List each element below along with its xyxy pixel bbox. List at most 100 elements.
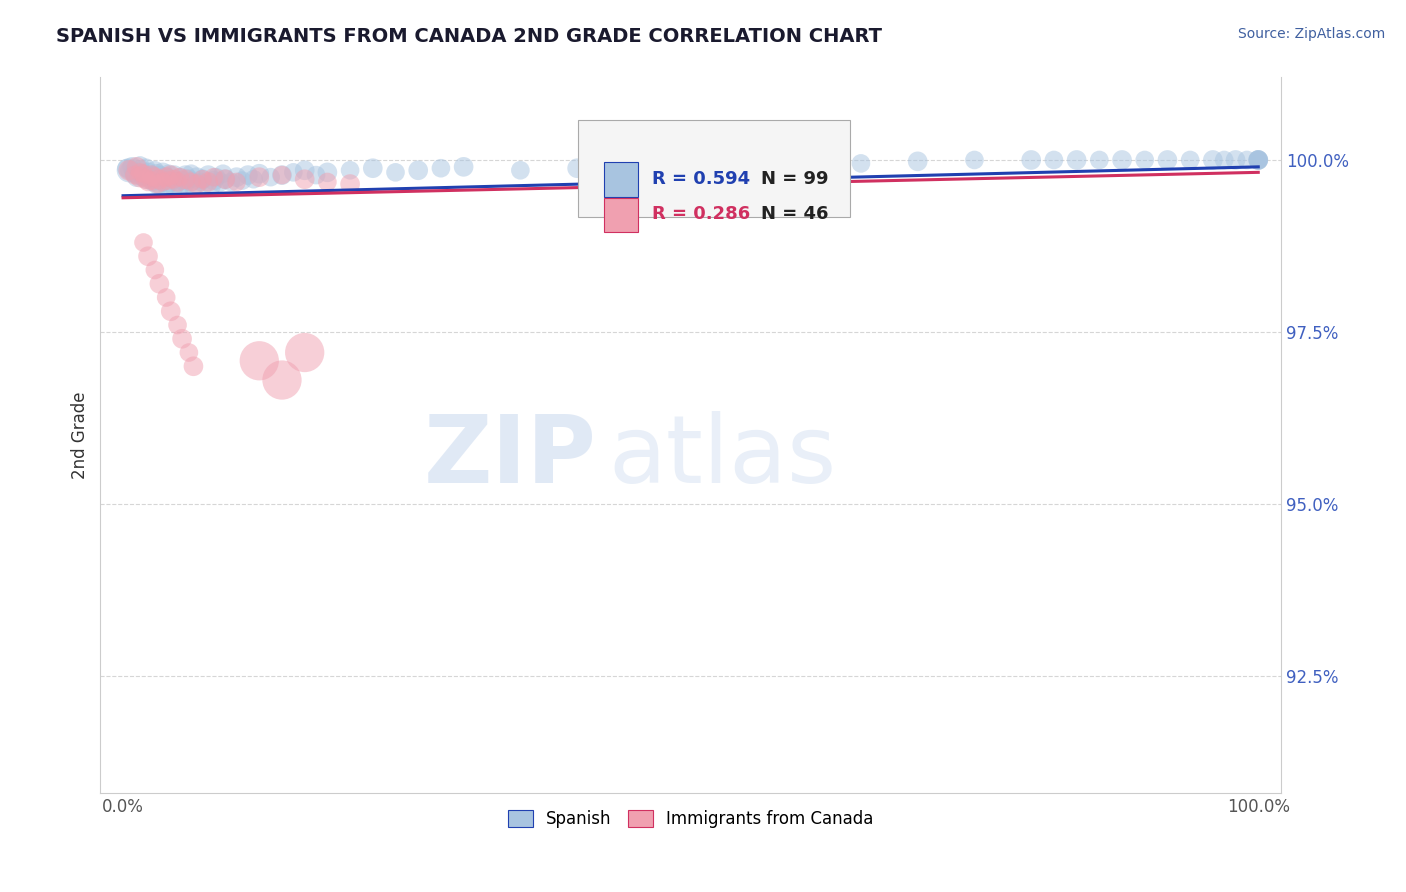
- Point: [205, 170, 228, 185]
- Point: [136, 249, 159, 263]
- Point: [188, 175, 211, 189]
- Point: [225, 175, 247, 189]
- Point: [177, 172, 200, 186]
- Point: [316, 175, 339, 189]
- Point: [157, 173, 180, 187]
- Point: [125, 170, 148, 185]
- Point: [122, 165, 145, 179]
- Point: [294, 172, 316, 186]
- Point: [118, 163, 141, 178]
- Point: [166, 175, 188, 189]
- Point: [623, 160, 645, 174]
- Point: [316, 165, 339, 179]
- Point: [118, 163, 141, 178]
- Point: [121, 160, 143, 174]
- Point: [159, 172, 181, 186]
- Point: [132, 235, 155, 250]
- Text: SPANISH VS IMMIGRANTS FROM CANADA 2ND GRADE CORRELATION CHART: SPANISH VS IMMIGRANTS FROM CANADA 2ND GR…: [56, 27, 882, 45]
- Point: [1247, 153, 1270, 167]
- FancyBboxPatch shape: [605, 198, 637, 232]
- Point: [1247, 153, 1270, 167]
- Point: [146, 173, 169, 187]
- Point: [242, 172, 264, 186]
- Point: [131, 170, 153, 185]
- Point: [1066, 153, 1088, 167]
- Point: [1202, 153, 1225, 167]
- Point: [339, 177, 361, 191]
- Point: [197, 168, 219, 182]
- Point: [1043, 153, 1066, 167]
- Point: [135, 170, 157, 185]
- Point: [174, 168, 197, 182]
- Point: [141, 173, 163, 187]
- Point: [152, 175, 174, 189]
- Point: [247, 170, 270, 185]
- Point: [135, 172, 157, 186]
- Point: [208, 175, 231, 189]
- Point: [180, 175, 202, 189]
- Point: [163, 172, 186, 186]
- Point: [183, 180, 205, 194]
- Point: [146, 167, 169, 181]
- Point: [1111, 153, 1133, 167]
- Point: [172, 173, 194, 187]
- Point: [157, 177, 180, 191]
- Legend: Spanish, Immigrants from Canada: Spanish, Immigrants from Canada: [501, 803, 880, 834]
- Point: [737, 159, 759, 173]
- Point: [1088, 153, 1111, 167]
- Y-axis label: 2nd Grade: 2nd Grade: [72, 392, 89, 479]
- Point: [169, 170, 191, 185]
- Point: [146, 177, 169, 191]
- Point: [169, 179, 191, 194]
- Point: [166, 318, 188, 332]
- Point: [191, 172, 214, 186]
- Point: [565, 161, 588, 176]
- Point: [143, 163, 166, 178]
- Text: ZIP: ZIP: [423, 410, 596, 502]
- Point: [183, 359, 205, 374]
- Point: [180, 167, 202, 181]
- Point: [125, 160, 148, 174]
- Point: [129, 170, 152, 185]
- FancyBboxPatch shape: [605, 162, 637, 196]
- Point: [135, 172, 157, 186]
- Point: [430, 161, 453, 176]
- Point: [406, 163, 429, 178]
- FancyBboxPatch shape: [578, 120, 851, 217]
- Point: [339, 163, 361, 178]
- Point: [136, 175, 159, 189]
- Point: [186, 170, 208, 185]
- Point: [157, 167, 180, 181]
- Point: [115, 161, 138, 176]
- Point: [212, 167, 235, 181]
- Point: [679, 159, 702, 173]
- Point: [247, 353, 270, 368]
- Point: [963, 153, 986, 167]
- Point: [148, 177, 170, 191]
- Point: [169, 170, 191, 185]
- Point: [143, 263, 166, 277]
- Point: [174, 177, 197, 191]
- Point: [231, 173, 253, 187]
- Point: [214, 172, 236, 186]
- Point: [202, 173, 225, 187]
- Point: [152, 165, 174, 179]
- Point: [135, 161, 157, 176]
- Point: [174, 172, 197, 186]
- Point: [225, 170, 247, 185]
- Point: [142, 175, 165, 189]
- Point: [191, 172, 214, 186]
- Point: [129, 165, 152, 179]
- Point: [152, 175, 174, 189]
- Point: [1236, 153, 1258, 167]
- Point: [1213, 153, 1236, 167]
- Point: [793, 156, 815, 170]
- Point: [118, 163, 141, 178]
- Point: [159, 304, 181, 318]
- Point: [148, 172, 170, 186]
- Point: [1247, 153, 1270, 167]
- Point: [294, 163, 316, 178]
- Point: [194, 177, 217, 191]
- Point: [236, 168, 259, 182]
- Point: [148, 168, 170, 182]
